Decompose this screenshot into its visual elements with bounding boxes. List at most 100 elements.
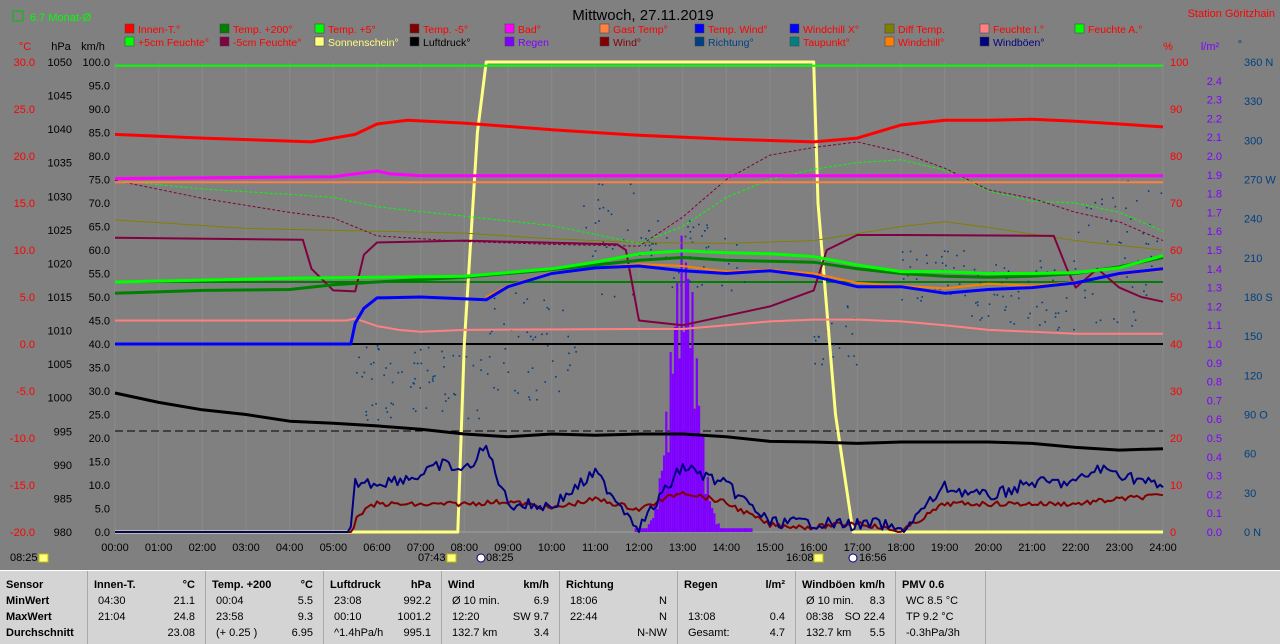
rain-bar	[728, 528, 731, 532]
stats-cell-left: 22:44	[570, 611, 598, 623]
wind-direction-point	[497, 388, 499, 391]
legend-label-regen: Regen	[518, 37, 549, 49]
wind-direction-point	[666, 237, 668, 239]
stats-cell-left: WC 8.5 °C	[906, 595, 959, 607]
wind-direction-point	[939, 288, 941, 291]
wind-direction-point	[1116, 321, 1119, 324]
y-temp-tick: 15.0	[14, 198, 35, 210]
y-rain-tick: 2.1	[1207, 132, 1222, 144]
wind-direction-point	[378, 348, 380, 351]
wind-direction-point	[1003, 267, 1006, 269]
wind-direction-point	[548, 308, 550, 311]
rain-bar	[732, 528, 736, 532]
y-rain-tick: 1.3	[1207, 283, 1222, 295]
wind-direction-point	[562, 309, 564, 312]
wind-direction-point	[689, 220, 691, 222]
y-wind-tick: 50.0	[89, 292, 110, 304]
wind-direction-point	[420, 362, 423, 365]
stats-cell-left: 13:08	[688, 611, 716, 623]
rain-bar	[684, 262, 688, 532]
direction-unit-label: °	[1238, 39, 1242, 51]
sunrise-icon	[446, 553, 457, 563]
rain-bar	[715, 524, 718, 532]
stats-cell-left: 12:20	[452, 611, 480, 623]
wind-direction-point	[853, 355, 855, 357]
rain-bar	[719, 528, 722, 532]
legend-swatch-feuchte-i	[979, 23, 990, 34]
stats-cell-value: N	[659, 611, 667, 623]
rain-bar	[700, 436, 703, 532]
wind-direction-point	[1113, 318, 1115, 320]
wind-direction-point	[1156, 240, 1159, 243]
wind-direction-point	[478, 417, 480, 420]
month-avg-label: 6.7 Monat-Ø	[30, 12, 92, 24]
stats-cell-left: Ø 10 min.	[806, 595, 854, 607]
wind-direction-point	[598, 220, 600, 222]
wind-direction-point	[1017, 290, 1020, 293]
wind-direction-point	[489, 332, 491, 335]
rain-bar	[706, 476, 709, 532]
y-percent-tick: 50	[1170, 292, 1182, 304]
x-tick-label: 02:00	[189, 542, 217, 554]
wind-direction-point	[426, 369, 429, 372]
y-wind-tick: 90.0	[89, 104, 110, 116]
legend-label-windchill-x: Windchill X°	[803, 24, 859, 36]
wind-direction-point	[453, 393, 455, 395]
rain-bar	[713, 513, 716, 532]
wind-direction-point	[493, 386, 495, 389]
wind-direction-point	[1073, 260, 1075, 262]
wind-direction-point	[821, 363, 823, 366]
wind-direction-point	[678, 271, 680, 274]
stats-cell-left: ^1.4hPa/h	[334, 627, 384, 639]
y-rain-tick: 0.2	[1207, 489, 1222, 501]
wind-direction-point	[838, 347, 841, 349]
wind-direction-point	[432, 375, 434, 378]
wind-direction-point	[845, 325, 847, 328]
legend-swatch-luftdruck	[409, 36, 420, 47]
sunset-icon	[813, 553, 824, 563]
legend-label-wind: Wind°	[613, 37, 641, 49]
wind-direction-point	[1084, 296, 1086, 299]
rain-bar	[656, 509, 659, 532]
moonset-time: 16:56	[859, 552, 887, 564]
series-line-5cm-feuchte	[114, 141, 1164, 247]
wind-direction-point	[527, 371, 530, 373]
wind-direction-point	[1058, 326, 1060, 329]
wind-direction-point	[687, 226, 689, 228]
legend-swatch-gast-temp	[599, 23, 610, 34]
wind-direction-point	[915, 258, 918, 261]
rain-bar	[654, 503, 657, 532]
wind-direction-point	[730, 289, 733, 292]
stats-block-wind: Wind km/h Ø 10 min. 6.9 12:20 SW 9.7 132.7 km 3…	[442, 571, 560, 644]
wind-direction-point	[1084, 289, 1086, 292]
pressure-unit-label: hPa	[51, 41, 71, 53]
legend-label-windb-en: Windböen°	[993, 37, 1044, 49]
wind-direction-point	[568, 352, 570, 355]
series-line-5cm-feuchte	[114, 159, 1164, 244]
stats-block-innen-t: Innen-T. °C 04:30 21.1 21:04 24.8 23.08	[88, 571, 206, 644]
wind-direction-point	[1038, 324, 1041, 326]
stats-cell-left: 00:10	[334, 611, 362, 623]
wind-direction-point	[652, 242, 654, 245]
wind-direction-point	[671, 286, 674, 289]
wind-direction-point	[434, 375, 436, 377]
wind-direction-point	[526, 298, 529, 300]
wind-direction-point	[724, 237, 726, 240]
wind-direction-point	[976, 304, 979, 307]
wind-direction-point	[419, 387, 422, 389]
wind-direction-point	[392, 403, 395, 406]
wind-direction-point	[377, 347, 379, 350]
stats-cell-value: 23.08	[167, 627, 195, 639]
y-wind-tick: 25.0	[89, 410, 110, 422]
wind-direction-point	[605, 246, 608, 249]
wind-direction-point	[947, 284, 949, 287]
wind-direction-point	[926, 262, 929, 265]
x-tick-label: 21:00	[1018, 542, 1046, 554]
y-temp-tick: -20.0	[10, 527, 35, 539]
wind-direction-point	[416, 362, 419, 365]
x-tick-label: 13:00	[669, 542, 697, 554]
wind-direction-point	[657, 220, 659, 222]
wind-direction-point	[401, 371, 403, 373]
rain-bar	[641, 528, 644, 532]
wind-direction-point	[425, 407, 428, 409]
